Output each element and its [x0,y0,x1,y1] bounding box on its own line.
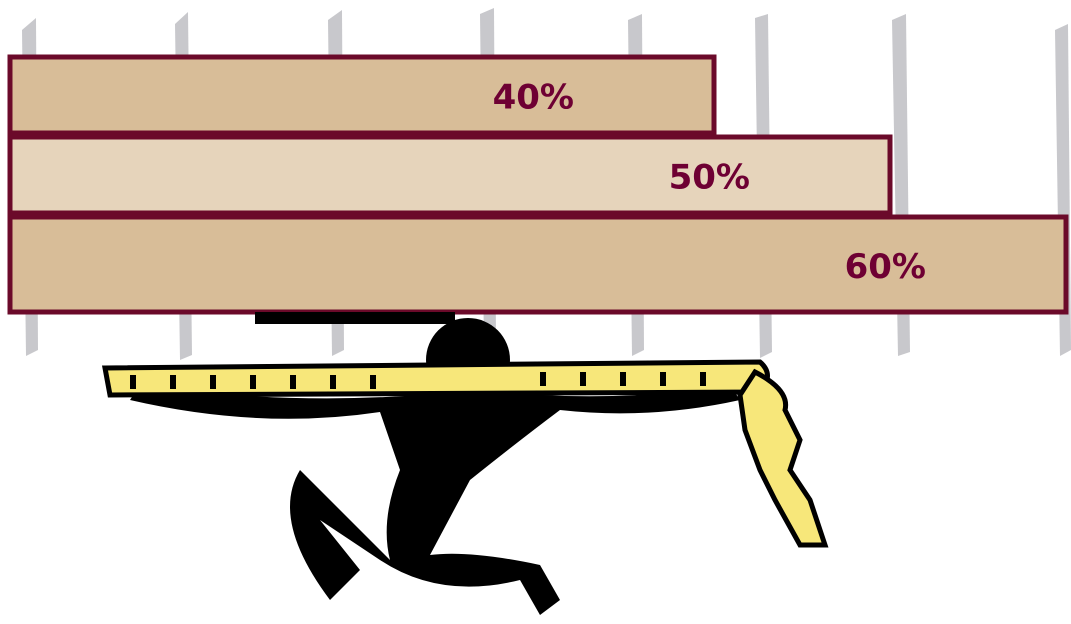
bar [7,54,717,136]
value-label: 60% [845,247,926,287]
bar-shadow [255,312,455,324]
figure [101,318,829,615]
value-label: 50% [669,158,750,198]
value-label: 40% [493,78,574,118]
bars: 40% 50% 60% [7,54,1069,315]
bar [7,214,1069,315]
bar [7,134,893,216]
